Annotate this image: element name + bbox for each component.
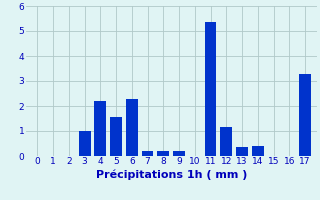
- Bar: [110, 117, 122, 156]
- Bar: [157, 151, 169, 156]
- Bar: [142, 151, 154, 156]
- Bar: [220, 127, 232, 156]
- Bar: [126, 99, 138, 156]
- Bar: [236, 146, 248, 156]
- Bar: [299, 73, 311, 156]
- Bar: [94, 101, 106, 156]
- Bar: [173, 151, 185, 156]
- Bar: [252, 146, 264, 156]
- X-axis label: Précipitations 1h ( mm ): Précipitations 1h ( mm ): [95, 169, 247, 180]
- Bar: [79, 131, 91, 156]
- Bar: [205, 22, 216, 156]
